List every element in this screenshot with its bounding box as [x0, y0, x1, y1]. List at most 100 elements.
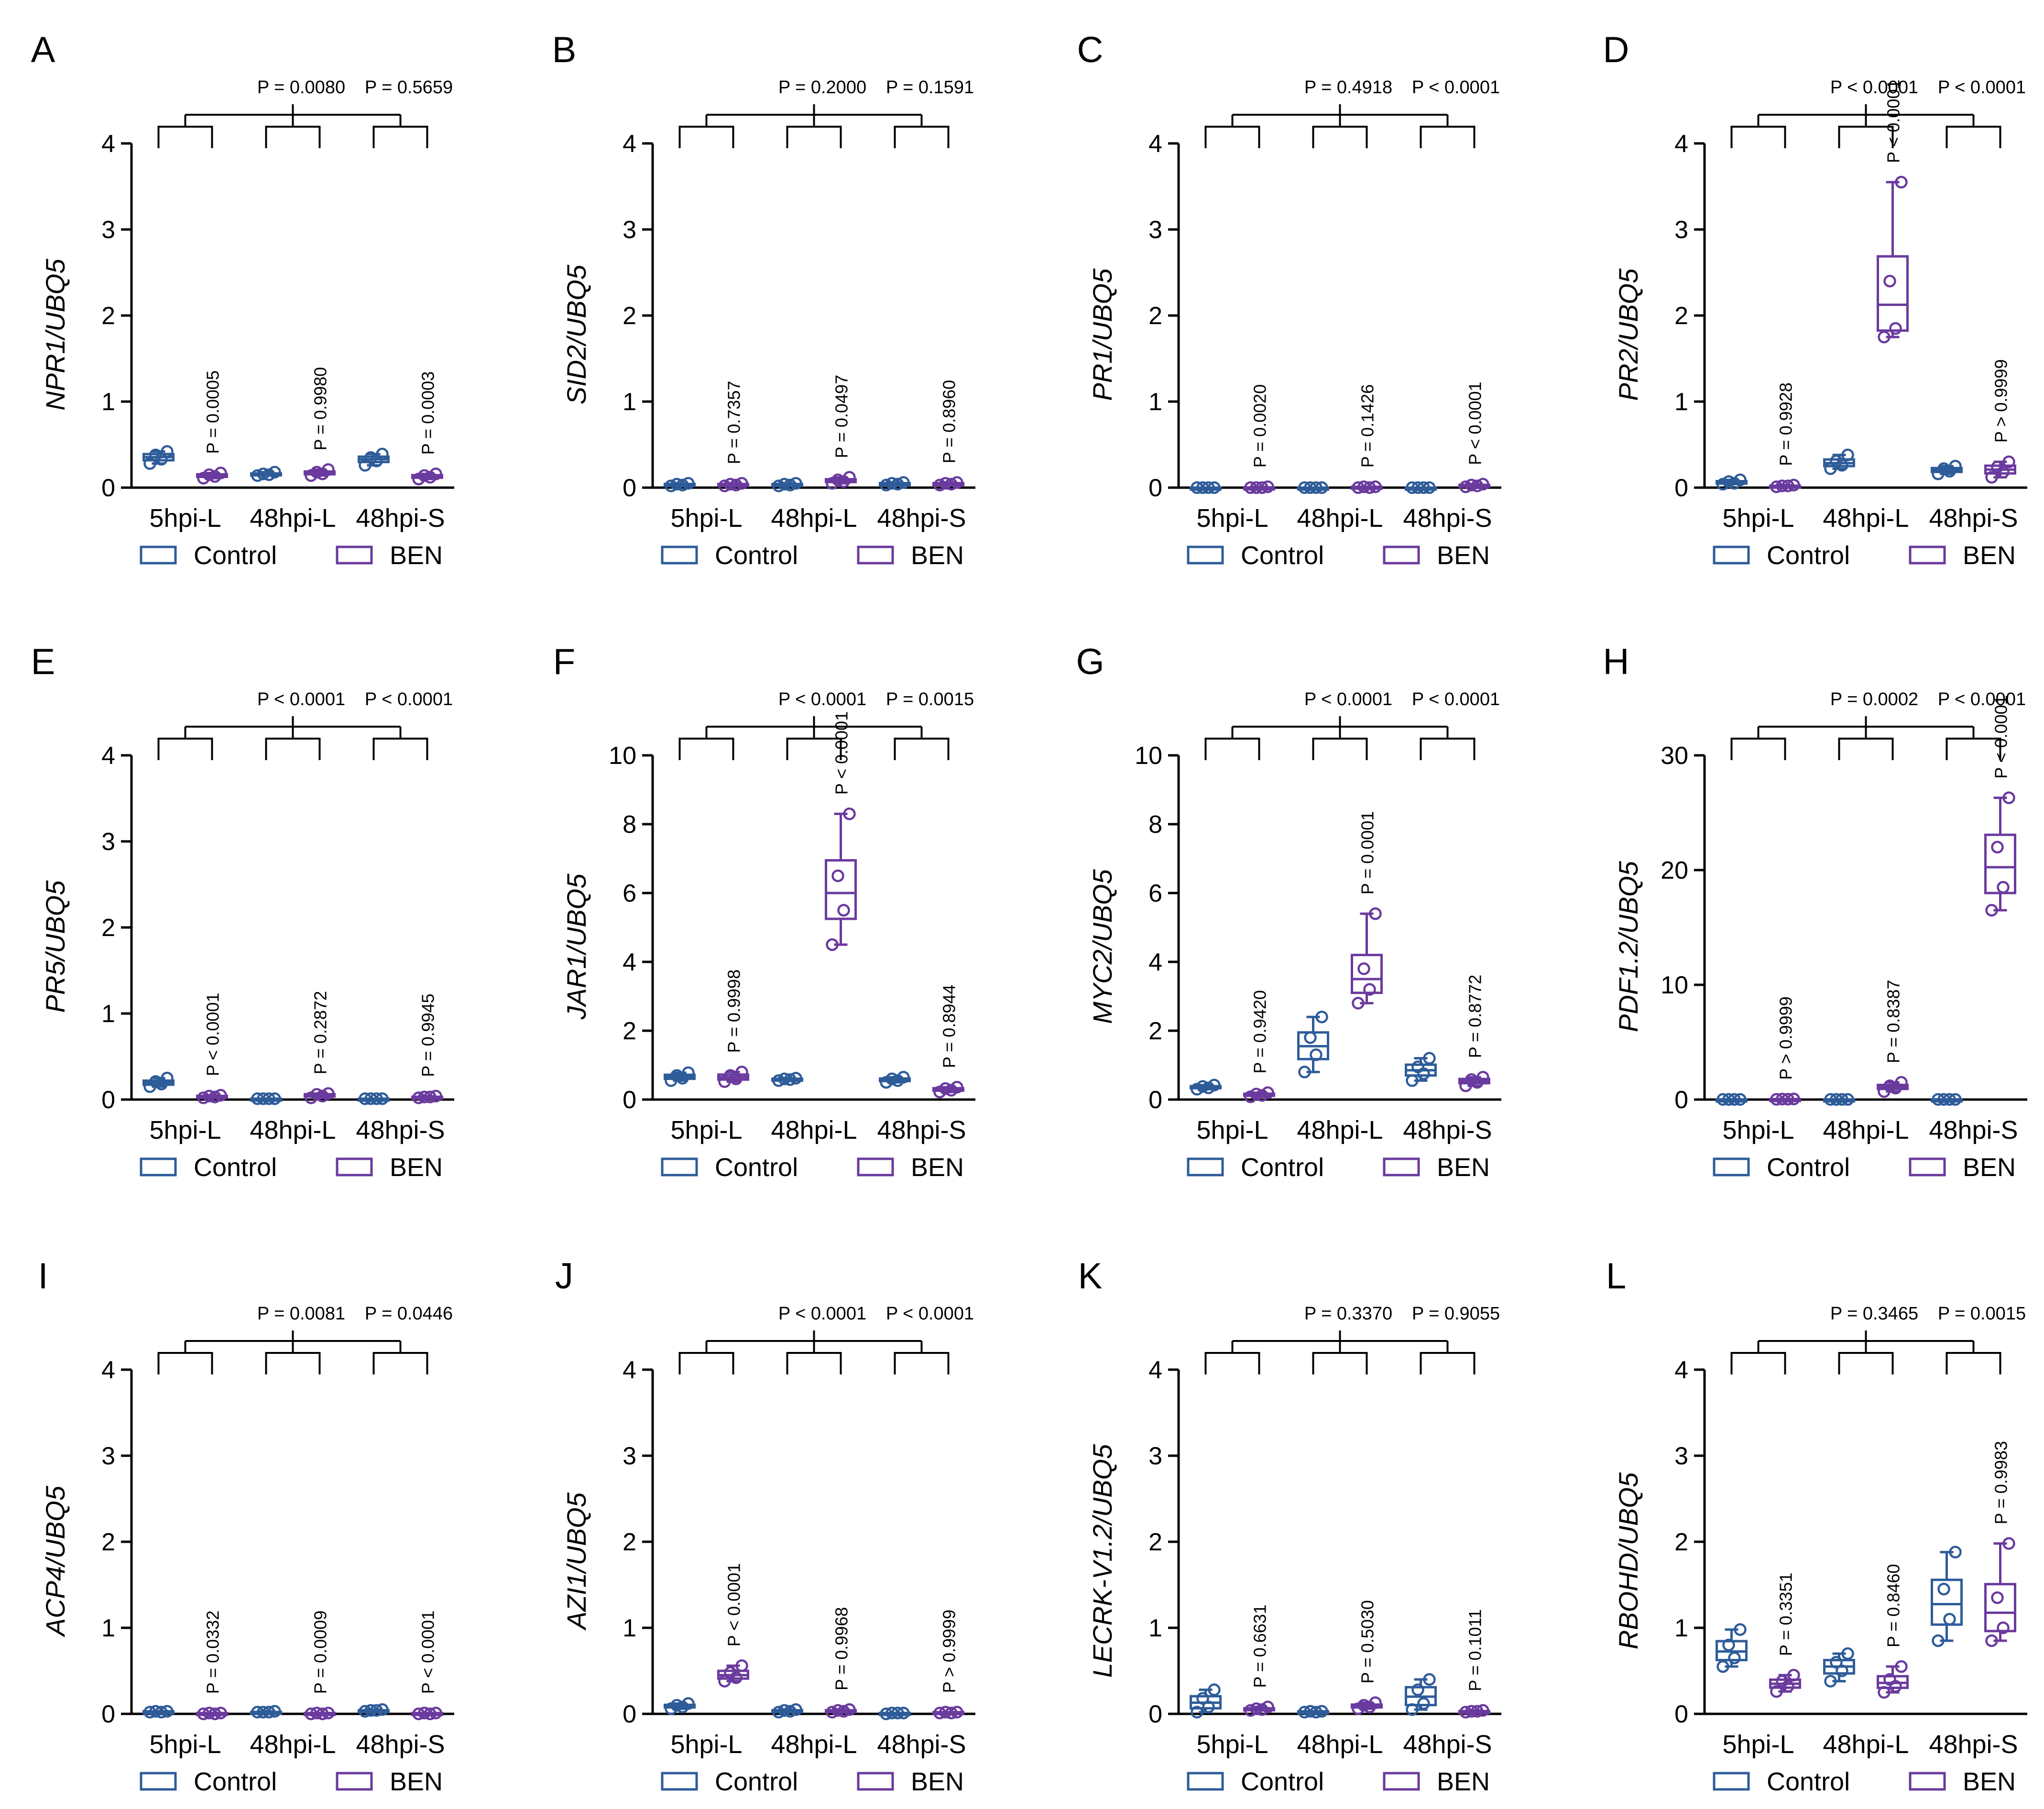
- data-point: [268, 466, 281, 479]
- data-point: [1417, 481, 1430, 494]
- data-point: [718, 1675, 731, 1688]
- data-point: [1250, 1088, 1263, 1101]
- pairwise-p-value: P = 0.9945: [418, 993, 438, 1077]
- panel-a: A 0 1 2 3 4 NPR1/UBQ5 5hpi-L P = 0.0005 48hpi-L P …: [31, 30, 454, 570]
- data-point: [1782, 1093, 1794, 1106]
- data-point: [1943, 1613, 1956, 1626]
- data-point: [214, 1706, 227, 1720]
- legend: Control BEN: [661, 1767, 964, 1796]
- pairwise-p-value: P = 0.9980: [311, 367, 330, 451]
- data-point: [161, 1705, 174, 1718]
- panel-letter: F: [553, 642, 575, 682]
- bracket-group: [786, 126, 842, 148]
- data-point: [1728, 1651, 1741, 1665]
- legend: Control BEN: [1187, 1153, 1490, 1182]
- bracket-group: [786, 1352, 842, 1374]
- data-point: [670, 1069, 683, 1082]
- data-point: [1889, 322, 1902, 335]
- group-p-value: P < 0.0001: [257, 689, 345, 709]
- y-tick-label: 20: [1661, 857, 1688, 884]
- data-point: [1787, 479, 1800, 491]
- panel-b: B 0 1 2 3 4 SID2/UBQ5 5hpi-L P = 0.7357 48hpi-L P …: [552, 30, 975, 570]
- pairwise-p-value: P = 0.8960: [940, 380, 959, 464]
- panel-letter: A: [31, 30, 55, 70]
- legend-swatch-control: [1713, 1157, 1750, 1177]
- y-tick-label: 8: [1148, 811, 1162, 839]
- box-body: [825, 859, 857, 920]
- data-point: [370, 1092, 383, 1105]
- bracket-group: [157, 738, 213, 760]
- pairwise-p-value: P < 0.0001: [418, 1611, 438, 1694]
- bracket-group: [1838, 738, 1894, 760]
- group-p-value: P = 0.9055: [1412, 1304, 1500, 1324]
- box-control-48hpi-s: [358, 447, 390, 472]
- bracket-group: [1730, 1352, 1786, 1374]
- box-ben-5hpi-l: [1769, 479, 1801, 493]
- legend-label-control: Control: [715, 1153, 798, 1182]
- pairwise-p-value: P = 0.8772: [1465, 975, 1485, 1058]
- box-control-48hpi-l: [250, 1705, 282, 1719]
- data-point: [149, 448, 162, 461]
- box-control-48hpi-l: [1297, 1705, 1329, 1719]
- group-p-value: P < 0.0001: [1412, 689, 1500, 709]
- legend-swatch-control: [661, 1772, 698, 1791]
- box-control-48hpi-s: [1405, 481, 1437, 494]
- data-point: [1423, 481, 1436, 494]
- y-tick-label: 3: [623, 1442, 636, 1470]
- box-ben-48hpi-s: [932, 1706, 964, 1720]
- data-point: [1208, 1683, 1221, 1696]
- data-point: [843, 807, 856, 820]
- group-p-value: P = 0.0080: [257, 77, 345, 98]
- legend: Control BEN: [1713, 1767, 2016, 1796]
- pairwise-p-value: P = 0.3351: [1776, 1573, 1796, 1656]
- y-axis-label: LECRK-V1.2/UBQ5: [1087, 1444, 1117, 1678]
- box-control-48hpi-s: [1405, 1052, 1437, 1087]
- legend-label-ben: BEN: [911, 1153, 964, 1182]
- data-point: [1369, 907, 1382, 920]
- y-tick-label: 1: [1148, 388, 1162, 416]
- legend: Control BEN: [661, 541, 964, 570]
- group-p-value: P < 0.0001: [1938, 689, 2026, 709]
- y-tick-label: 2: [1148, 302, 1162, 330]
- data-point: [837, 904, 850, 917]
- box-ben-5hpi-l: [196, 1706, 228, 1721]
- data-point: [1722, 1638, 1735, 1652]
- y-tick-label: 2: [1674, 302, 1688, 330]
- group-p-value: P = 0.0081: [257, 1304, 345, 1324]
- box-control-5hpi-l: [1716, 1623, 1748, 1673]
- data-point: [1883, 274, 1896, 288]
- pairwise-p-value: P < 0.0001: [1465, 381, 1485, 465]
- legend-swatch-ben: [857, 1157, 894, 1177]
- y-tick-label: 0: [101, 1700, 115, 1728]
- data-point: [951, 1080, 963, 1094]
- y-tick-label: 3: [101, 828, 115, 856]
- box-ben-48hpi-l: [1351, 1696, 1383, 1715]
- data-point: [1261, 1700, 1274, 1713]
- x-tick-label: 5hpi-L: [670, 504, 742, 533]
- group-p-value: P = 0.4918: [1304, 77, 1392, 98]
- panel-f: F 0 2 4 6 8 10 JAR1/UBQ5 5hpi-L P = 0.9998 48hpi-L…: [553, 642, 975, 1182]
- x-tick-label: 48hpi-S: [1929, 1730, 2018, 1759]
- y-tick-label: 2: [623, 1017, 636, 1045]
- x-tick-label: 48hpi-L: [1823, 504, 1909, 533]
- panel-d: D 0 1 2 3 4 PR2/UBQ5 5hpi-L P = 0.9928 48hpi-L P <…: [1603, 30, 2027, 570]
- comparison-bracket: [678, 716, 950, 760]
- y-axis-label: SID2/UBQ5: [561, 264, 591, 404]
- data-point: [1937, 462, 1950, 475]
- pairwise-p-value: P = 0.5030: [1358, 1600, 1377, 1684]
- data-point: [1883, 1673, 1896, 1686]
- data-point: [826, 938, 839, 951]
- legend-swatch-ben: [857, 1772, 894, 1791]
- data-point: [1997, 881, 2010, 894]
- data-point: [1937, 1582, 1950, 1596]
- box-ben-5hpi-l: [1243, 1700, 1275, 1717]
- pairwise-p-value: P = 0.7357: [724, 381, 744, 465]
- y-tick-label: 2: [623, 1528, 636, 1556]
- legend-swatch-control: [140, 1157, 177, 1177]
- bracket-group: [157, 126, 213, 148]
- data-point: [257, 467, 270, 480]
- y-tick-label: 3: [101, 216, 115, 244]
- group-p-value: P < 0.0001: [1412, 77, 1500, 98]
- data-point: [1369, 480, 1382, 493]
- data-point: [1949, 459, 1962, 473]
